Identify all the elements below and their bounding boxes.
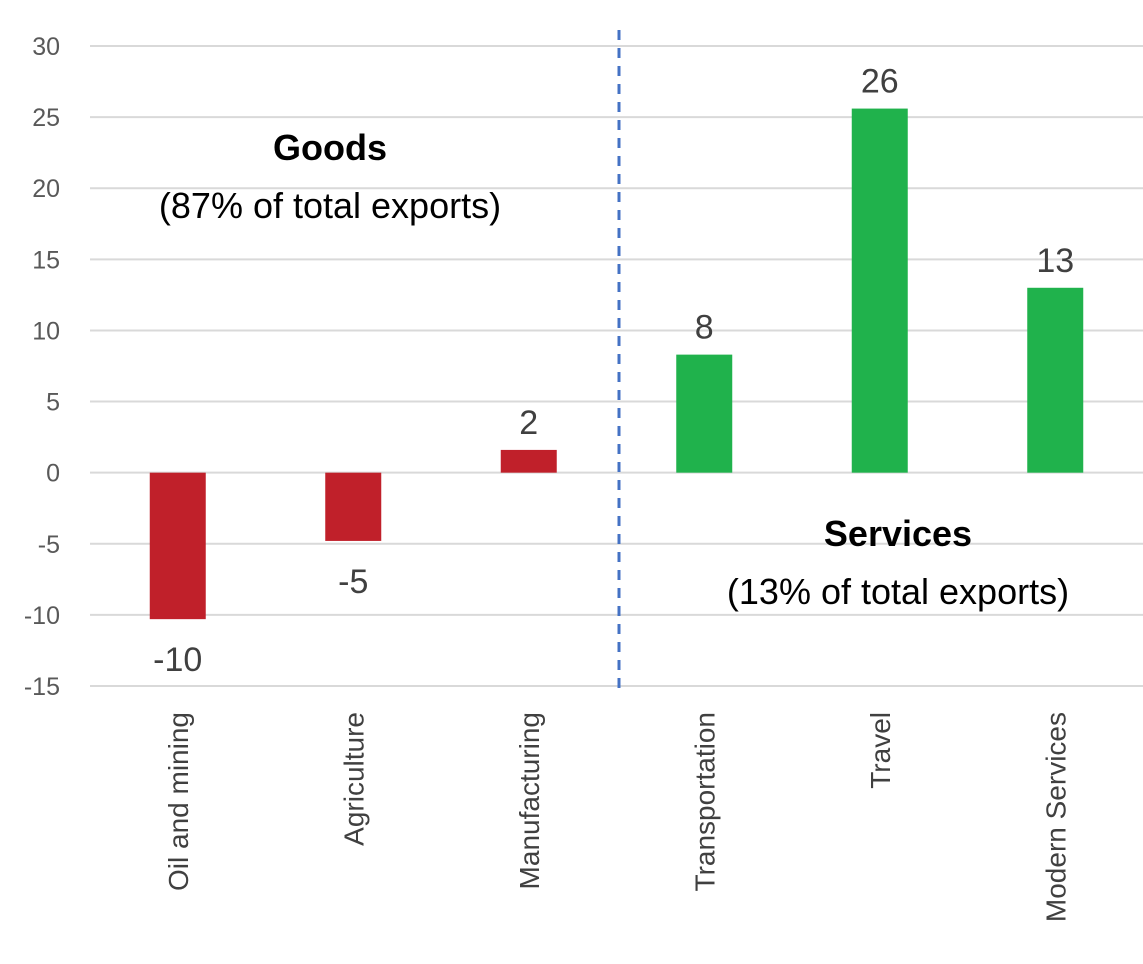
category-label: Transportation bbox=[689, 712, 720, 892]
data-label: -10 bbox=[153, 641, 202, 679]
category-label: Agriculture bbox=[338, 712, 369, 846]
data-label: -5 bbox=[338, 563, 368, 601]
bar-modern-services bbox=[1027, 287, 1084, 473]
category-label: Oil and mining bbox=[163, 712, 194, 891]
bar-transportation bbox=[676, 354, 733, 473]
services-share: (13% of total exports) bbox=[727, 571, 1069, 612]
y-tick-label: 5 bbox=[46, 389, 60, 417]
category-labels: Oil and mining Agriculture Manufacturing Tr… bbox=[163, 712, 1072, 922]
category-label: Manufacturing bbox=[514, 712, 545, 889]
bar-agriculture bbox=[325, 472, 382, 541]
bar-manufacturing bbox=[500, 449, 557, 473]
data-label: 13 bbox=[1036, 242, 1074, 280]
category-label: Modern Services bbox=[1040, 712, 1071, 922]
category-label: Travel bbox=[865, 712, 896, 789]
goods-title: Goods bbox=[273, 127, 387, 168]
goods-share: (87% of total exports) bbox=[159, 185, 501, 226]
bars bbox=[149, 108, 1084, 620]
data-labels: -10 -5 2 8 26 13 bbox=[153, 63, 1074, 680]
y-tick-label: -10 bbox=[24, 602, 60, 630]
bar-travel bbox=[851, 108, 908, 473]
y-tick-label: 15 bbox=[32, 246, 60, 274]
y-axis-ticks: 30 25 20 15 10 5 0 -5 -10 -15 bbox=[24, 33, 60, 701]
bar-oil-and-mining bbox=[149, 472, 206, 620]
services-title: Services bbox=[824, 513, 972, 554]
y-tick-label: 25 bbox=[32, 104, 60, 132]
data-label: 8 bbox=[695, 309, 714, 347]
y-tick-label: -5 bbox=[38, 531, 60, 559]
y-tick-label: 20 bbox=[32, 175, 60, 203]
y-tick-label: 30 bbox=[32, 33, 60, 61]
y-tick-label: -15 bbox=[24, 673, 60, 701]
data-label: 2 bbox=[519, 404, 538, 442]
data-label: 26 bbox=[861, 63, 899, 101]
y-tick-label: 0 bbox=[46, 460, 60, 488]
y-tick-label: 10 bbox=[32, 317, 60, 345]
gridlines bbox=[90, 45, 1143, 687]
